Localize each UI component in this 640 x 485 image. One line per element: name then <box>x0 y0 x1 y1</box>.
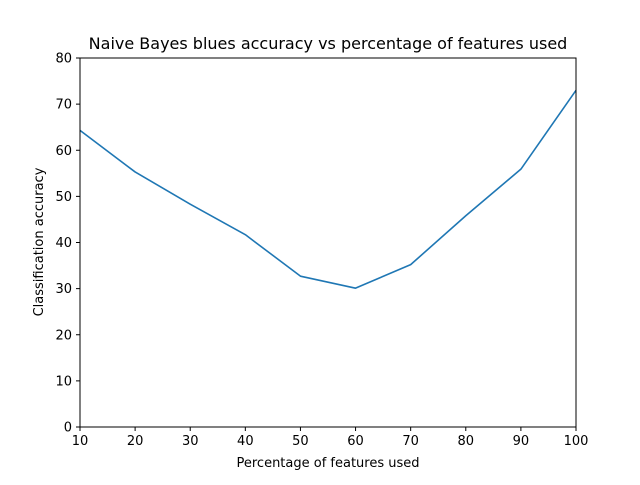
y-tick-label: 30 <box>55 282 72 297</box>
y-tick-label: 70 <box>55 98 72 113</box>
y-tick-label: 50 <box>55 190 72 205</box>
y-axis-label: Classification accuracy <box>32 167 47 316</box>
x-tick-label: 30 <box>182 434 199 449</box>
x-tick-label: 50 <box>292 434 309 449</box>
series-layer <box>79 89 577 289</box>
x-axis-label: Percentage of features used <box>236 456 419 471</box>
y-tick-label: 60 <box>55 144 72 159</box>
plot-frame <box>79 57 577 428</box>
x-tick-label: 70 <box>402 434 419 449</box>
y-tick-label: 80 <box>55 52 72 67</box>
x-tick-label: 10 <box>72 434 89 449</box>
x-tick-label: 60 <box>347 434 364 449</box>
series-line-accuracy <box>79 89 577 289</box>
x-tick-label: 100 <box>564 434 589 449</box>
x-tick-label: 40 <box>237 434 254 449</box>
y-tick-label: 40 <box>55 236 72 251</box>
x-tick-label: 80 <box>458 434 475 449</box>
y-tick-label: 20 <box>55 328 72 343</box>
x-tick-label: 90 <box>513 434 530 449</box>
y-tick-label: 10 <box>55 374 72 389</box>
x-tick-label: 20 <box>127 434 144 449</box>
y-tick-label: 0 <box>64 421 72 436</box>
chart-title: Naive Bayes blues accuracy vs percentage… <box>89 34 568 53</box>
